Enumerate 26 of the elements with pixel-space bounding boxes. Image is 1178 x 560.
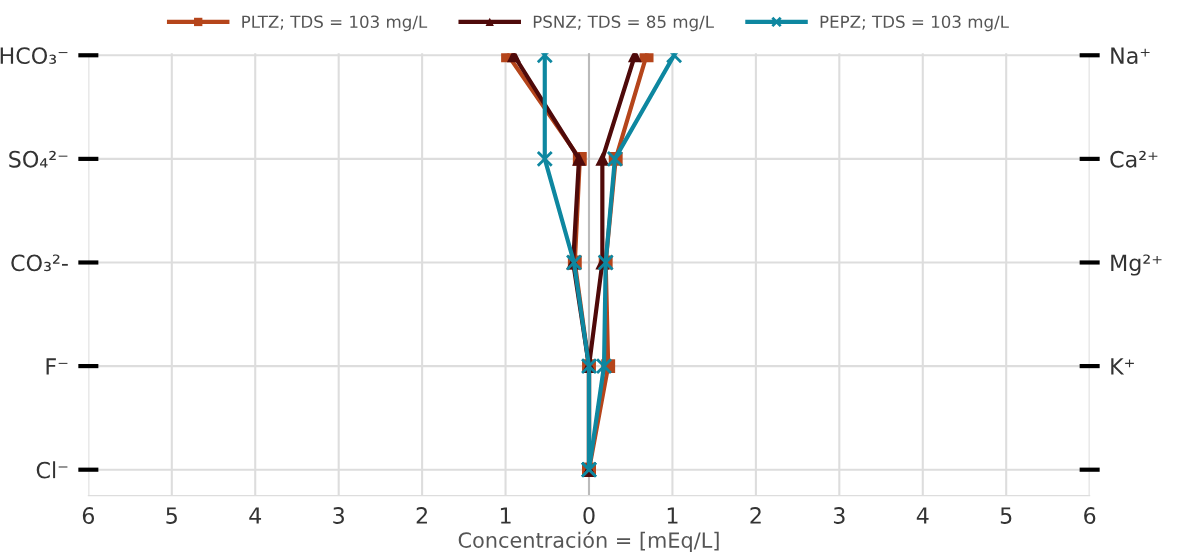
y2-tick-label: K⁺ — [1111, 358, 1134, 375]
legend-label: PLTZ; TDS = 103 mg/L — [242, 15, 428, 32]
y-tick-label: CO₃²- — [11, 254, 68, 272]
x-tick-label: 5 — [166, 507, 177, 524]
x-tick-label: 1 — [500, 507, 511, 524]
x-tick-label: 3 — [833, 507, 845, 524]
x-tick-label: 2 — [750, 507, 761, 524]
x-tick-label: 0 — [583, 507, 595, 524]
x-tick-label: 4 — [916, 507, 929, 524]
legend-label: PSNZ; TDS = 85 mg/L — [533, 15, 714, 32]
y-tick-label: HCO₃⁻ — [0, 47, 68, 65]
x-tick-label: 3 — [333, 507, 344, 524]
x-tick-label: 6 — [82, 507, 95, 524]
x-tick-label: 6 — [1084, 507, 1096, 524]
y-tick-label: SO₄²⁻ — [9, 150, 68, 168]
x-tick-label: 2 — [416, 507, 427, 524]
y2-tick-label: Ca²⁺ — [1110, 150, 1158, 168]
x-tick-label: 4 — [249, 507, 262, 524]
y-tick-label: F⁻ — [46, 358, 68, 375]
x-tick-label: 1 — [667, 507, 678, 524]
y-tick-label: Cl⁻ — [36, 461, 68, 479]
x-tick-label: 5 — [1000, 507, 1012, 524]
legend-label: PEPZ; TDS = 103 mg/L — [820, 15, 1009, 32]
y2-tick-label: Mg²⁺ — [1111, 254, 1162, 276]
x-axis-title: Concentración = [mEq/L] — [458, 531, 719, 552]
y2-tick-label: Na⁺ — [1111, 47, 1150, 65]
